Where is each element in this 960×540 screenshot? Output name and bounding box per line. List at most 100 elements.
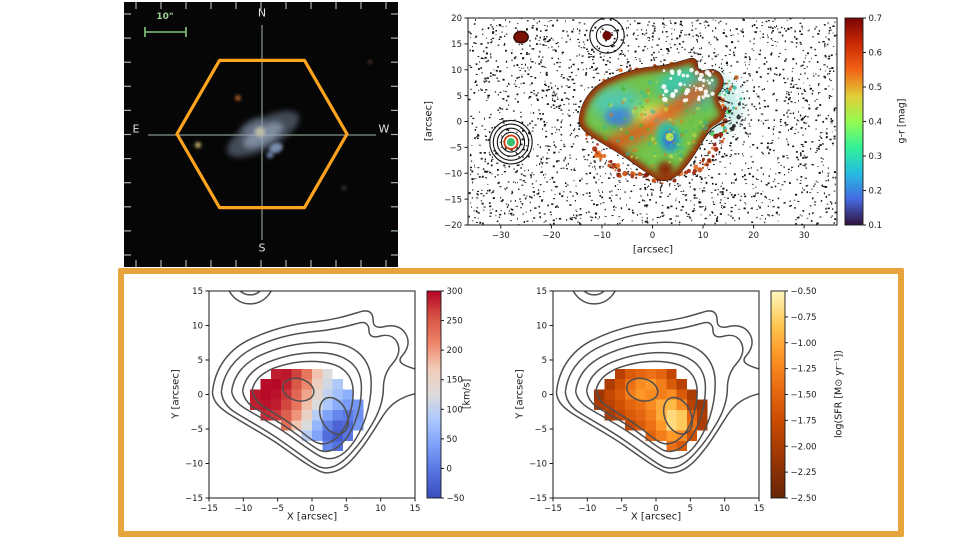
y-tick-label: −15 xyxy=(185,494,203,504)
colorbar-tick-label: −2.25 xyxy=(791,468,817,478)
x-tick-label: 0 xyxy=(650,231,655,241)
x-tick-label: 5 xyxy=(688,504,693,514)
galaxy-image xyxy=(226,111,300,159)
compass-north-label: N xyxy=(257,6,267,20)
galaxy-color-body xyxy=(579,58,725,181)
y-tick-label: −10 xyxy=(444,169,462,179)
y-tick-label: −5 xyxy=(190,425,203,435)
sfr-yaxis-label: Y [arcsec] xyxy=(514,369,526,419)
compass-south-label: S xyxy=(258,241,266,255)
y-tick-label: 0 xyxy=(542,391,547,401)
sfr-xaxis-label: X [arcsec] xyxy=(630,511,682,523)
x-tick-label: −15 xyxy=(544,504,562,514)
scalebar-label: 10" xyxy=(156,12,174,22)
colorbar-tick-label: 100 xyxy=(447,405,463,415)
colorbar-tick-label: 0.6 xyxy=(869,49,883,59)
colorbar-tick-label: 0.7 xyxy=(869,14,883,24)
interior-speckles xyxy=(603,67,715,167)
colorbar-tick-label: −1.50 xyxy=(791,391,817,401)
colorbar-tick-label: −2.50 xyxy=(791,494,817,504)
colorbar-tick-label: 250 xyxy=(447,317,463,327)
vel-xaxis-label: X [arcsec] xyxy=(286,511,338,523)
axes: −30 −20 −10 0 10 20 30 −20 −15 −10 −5 0 5 10 15 20 xyxy=(444,14,838,241)
x-tick-label: −5 xyxy=(271,504,284,514)
sfr-colorbar-label: log(SFR [M⊙ yr⁻¹]) xyxy=(833,350,845,438)
colorbar-tick-label: −0.50 xyxy=(791,287,817,297)
x-tick-label: 30 xyxy=(799,231,810,241)
compass-west-label: W xyxy=(378,122,390,136)
y-tick-label: −15 xyxy=(529,494,547,504)
field-stars xyxy=(195,60,372,190)
x-tick-label: −10 xyxy=(234,504,252,514)
y-tick-label: 0 xyxy=(198,391,203,401)
colorbar-tick-label: −50 xyxy=(447,494,465,504)
gr-map-panel: −30 −20 −10 0 10 20 30 −20 −15 −10 −5 0 5 10 15 20 0.7 0.… xyxy=(400,0,960,262)
isophote-contours xyxy=(212,272,417,473)
scalebar xyxy=(144,27,187,37)
gr-yaxis-label: [arcsec] xyxy=(423,100,435,142)
x-tick-label: −30 xyxy=(492,231,510,241)
colorbar-tick-label: −0.75 xyxy=(791,313,817,323)
x-tick-label: 0 xyxy=(653,504,658,514)
colorbar-tick-label: 0.3 xyxy=(869,152,883,162)
y-tick-label: −15 xyxy=(444,195,462,205)
x-tick-label: −5 xyxy=(615,504,628,514)
colorbar-tick-label: 0.2 xyxy=(869,187,883,197)
x-tick-label: 15 xyxy=(410,504,421,514)
colorbar-tick-label: −1.00 xyxy=(791,339,817,349)
gr-colorbar-label: g-r [mag] xyxy=(896,98,908,144)
colorbar-tick-label: 300 xyxy=(447,287,463,297)
colorbar-tick-label: 0.1 xyxy=(869,221,883,231)
colorbar: 0.7 0.6 0.5 0.4 0.3 0.2 0.1 xyxy=(844,14,883,231)
vel-colorbar-label: [km/s] xyxy=(461,378,473,410)
y-tick-label: −10 xyxy=(185,460,203,470)
x-tick-label: 10 xyxy=(698,231,709,241)
y-tick-label: −5 xyxy=(449,144,462,154)
colorbar: 300 250 200 150 100 50 0 −50 xyxy=(426,287,465,504)
x-tick-label: −15 xyxy=(200,504,218,514)
sfr-map-plot: −15 −10 −5 0 5 10 15 −15 −10 −5 0 5 10 15 −0.50 −0.75 −1… xyxy=(529,272,817,514)
compass-east-label: E xyxy=(132,122,140,136)
y-tick-label: 15 xyxy=(192,287,203,297)
y-tick-label: 5 xyxy=(198,356,203,366)
y-tick-label: 10 xyxy=(536,322,547,332)
y-tick-label: 5 xyxy=(542,356,547,366)
x-tick-label: 20 xyxy=(748,231,759,241)
x-tick-label: −10 xyxy=(578,504,596,514)
x-tick-label: −20 xyxy=(542,231,560,241)
colorbar-tick-label: 50 xyxy=(447,435,458,445)
y-tick-label: 15 xyxy=(451,40,462,50)
isophote-contours xyxy=(556,272,761,473)
x-tick-label: −10 xyxy=(593,231,611,241)
y-tick-label: −10 xyxy=(529,460,547,470)
colorbar-tick-label: 150 xyxy=(447,376,463,386)
vel-yaxis-label: Y [arcsec] xyxy=(170,369,182,419)
highlight-box xyxy=(118,268,904,537)
x-tick-label: 5 xyxy=(344,504,349,514)
colorbar-tick-label: −2.00 xyxy=(791,442,817,452)
velocity-map-panel: −15 −10 −5 0 5 10 15 −15 −10 −5 0 5 10 15 300 250 200 150… xyxy=(120,272,512,532)
colorbar-tick-label: 0.4 xyxy=(869,118,883,128)
x-tick-label: 15 xyxy=(754,504,765,514)
y-tick-label: 10 xyxy=(451,66,462,76)
colorbar-tick-label: −1.25 xyxy=(791,365,817,375)
y-tick-label: 0 xyxy=(457,118,462,128)
colorbar: −0.50 −0.75 −1.00 −1.25 −1.50 −1.75 −2.00 −2.25… xyxy=(770,287,817,504)
colorbar-tick-label: 0.5 xyxy=(869,83,883,93)
y-tick-label: 5 xyxy=(457,92,462,102)
x-tick-label: 0 xyxy=(309,504,314,514)
x-tick-label: 10 xyxy=(719,504,730,514)
sdss-image-panel xyxy=(124,2,398,267)
sdss-image xyxy=(124,2,398,267)
y-tick-label: 20 xyxy=(451,14,462,24)
y-tick-label: −20 xyxy=(444,221,462,231)
colorbar-tick-label: 0 xyxy=(447,464,452,474)
sfr-map-panel: −15 −10 −5 0 5 10 15 −15 −10 −5 0 5 10 15 −0.50 −0.75 −1… xyxy=(475,272,903,532)
x-tick-label: 10 xyxy=(375,504,386,514)
gr-xaxis-label: [arcsec] xyxy=(632,244,674,256)
y-tick-label: 10 xyxy=(192,322,203,332)
y-tick-label: −5 xyxy=(534,425,547,435)
